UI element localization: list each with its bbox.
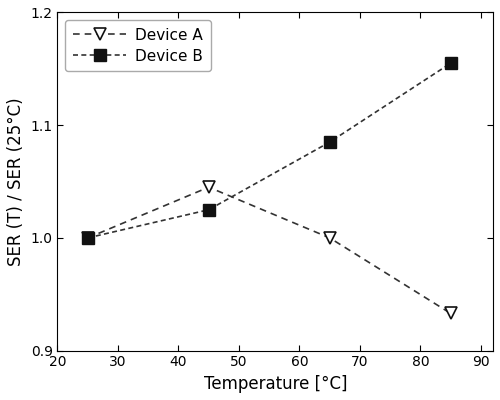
Y-axis label: SER (T) / SER (25°C): SER (T) / SER (25°C)	[7, 97, 25, 266]
X-axis label: Temperature [°C]: Temperature [°C]	[204, 375, 347, 393]
Device A	[326, 236, 332, 240]
Line: Device B: Device B	[82, 58, 456, 244]
Device A	[448, 311, 454, 316]
Line: Device A: Device A	[82, 181, 457, 320]
Device B	[84, 236, 90, 240]
Device B	[206, 207, 212, 212]
Device B	[326, 140, 332, 144]
Device B	[448, 61, 454, 66]
Device A	[206, 185, 212, 190]
Legend: Device A, Device B: Device A, Device B	[65, 20, 211, 72]
Device A	[84, 236, 90, 240]
